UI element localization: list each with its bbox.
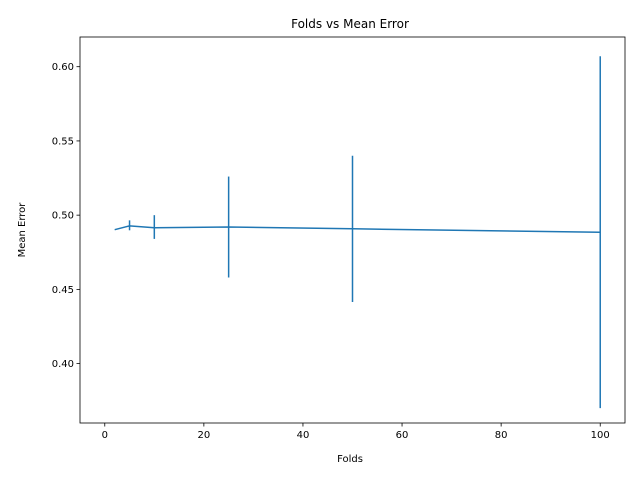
x-tick-label: 80 (495, 430, 508, 441)
x-tick-label: 0 (102, 430, 108, 441)
series-line (114, 225, 601, 233)
y-tick-label: 0.50 (52, 211, 74, 222)
y-tick-label: 0.45 (52, 285, 74, 296)
x-axis-title: Folds (337, 454, 363, 465)
y-tick-label: 0.55 (52, 136, 74, 147)
y-axis-title: Mean Error (17, 202, 28, 258)
plot-area (114, 56, 601, 409)
x-axis: 0 20 40 60 80 100 (102, 423, 610, 441)
y-tick-label: 0.40 (52, 359, 74, 370)
chart-title: Folds vs Mean Error (291, 17, 409, 31)
y-axis: 0.40 0.45 0.50 0.55 0.60 (52, 62, 80, 370)
x-tick-label: 60 (396, 430, 409, 441)
x-tick-label: 20 (197, 430, 210, 441)
x-tick-label: 40 (297, 430, 310, 441)
x-tick-label: 100 (591, 430, 610, 441)
y-tick-label: 0.60 (52, 62, 74, 73)
plot-frame (79, 36, 626, 424)
